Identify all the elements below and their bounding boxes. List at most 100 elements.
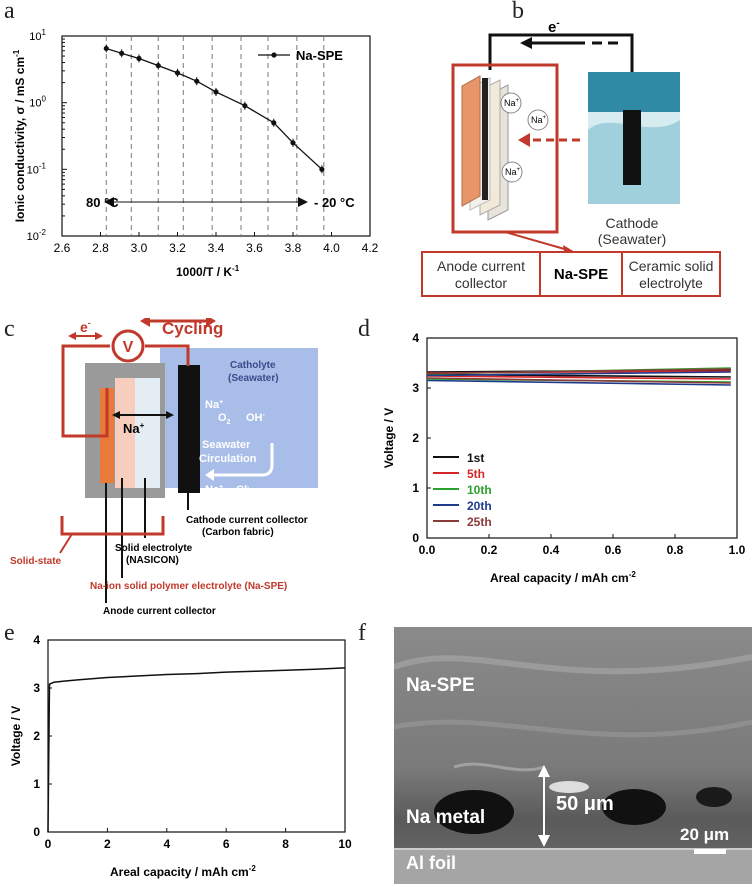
diagram-b: e- Na+ Na+ Na+ Cathode (Seawater) Anode … — [421, 18, 721, 297]
chart-e: 0 2 4 6 8 10 0 1 2 3 4 Areal capacity / mAh cm-2 Vol… — [9, 633, 352, 879]
catholyte-na: Na+ — [205, 399, 223, 411]
ytick-label-a-1: 10-1 — [27, 161, 47, 176]
y-axis-label-a: Ionic conductivity, σ / mS cm-1 — [12, 49, 27, 222]
x-axis-label-a: 1000/T / K-1 — [176, 264, 240, 279]
electron-arrowhead-c-left — [68, 332, 76, 340]
catholyte-cl: Cl- — [236, 484, 250, 496]
panel-label-b: b — [512, 0, 524, 24]
sem-texture — [394, 627, 752, 884]
data-point-na-spe — [271, 120, 277, 126]
xtick-label-d-1: 0.2 — [481, 543, 498, 557]
na-arrowhead-left — [112, 411, 120, 419]
na-ion-label-c: Na+ — [123, 421, 145, 436]
circulation-label: Seawater — [202, 439, 251, 451]
temp-arrowhead-left — [104, 197, 114, 207]
data-point-na-spe — [174, 70, 181, 76]
temp-label-left: 80 °C — [86, 195, 119, 210]
series-discharge-25th — [426, 377, 731, 384]
na-metal-layer — [482, 78, 488, 200]
xtick-label-a-4: 3.4 — [208, 241, 225, 255]
cycling-label: Cycling — [162, 319, 223, 338]
na-ion-label-3: Na+ — [505, 167, 521, 177]
anode-collector — [461, 75, 481, 207]
temp-label-right: - 20 °C — [314, 195, 355, 210]
voltmeter — [111, 329, 145, 363]
legend-box-spe — [539, 251, 623, 297]
ytick-label-d-3: 3 — [412, 381, 419, 395]
data-point-na-spe — [213, 89, 219, 95]
data-point-na-spe — [103, 45, 109, 52]
circulation-arrowhead — [205, 469, 214, 481]
electron-arrowhead-c-right — [95, 332, 103, 340]
cathode-fabric — [623, 110, 641, 185]
legend-label-1st: 1st — [467, 451, 484, 465]
cathode-sublabel: (Seawater) — [598, 231, 666, 247]
ytick-label-d-4: 4 — [412, 331, 419, 345]
ytick-label-e-2: 2 — [33, 729, 40, 743]
xtick-label-a-7: 4.0 — [323, 241, 340, 255]
xtick-label-e-5: 10 — [338, 837, 352, 851]
xtick-label-a-8: 4.2 — [362, 241, 379, 255]
chart-a: 2.6 2.8 3.0 3.2 3.4 3.6 3.8 4.0 4.2 10-2 10-1 100 10… — [12, 28, 379, 279]
label-scalebar: 20 μm — [680, 825, 730, 844]
void-3 — [696, 787, 732, 807]
void-1 — [434, 790, 514, 834]
right-wire — [145, 344, 190, 366]
xtick-label-e-1: 2 — [104, 837, 111, 851]
ytick-label-e-0: 0 — [33, 825, 40, 839]
series-line-na-spe — [106, 47, 323, 170]
catholyte-na-2: Na+ — [205, 484, 223, 496]
xtick-label-a-5: 3.6 — [246, 241, 263, 255]
ytick-label-a-0: 10-2 — [27, 228, 47, 243]
na-ion-1 — [500, 92, 522, 114]
xtick-label-e-0: 0 — [45, 837, 52, 851]
legend-label-a: Na-SPE — [296, 48, 343, 63]
pointer-line — [504, 231, 569, 251]
series-discharge-20th — [426, 379, 731, 386]
seawater-top — [588, 72, 680, 112]
solid-state-label: Solid-state — [10, 556, 62, 567]
cycling-arrowhead-right — [206, 318, 216, 327]
legend-ceramic-1: Ceramic solid — [629, 258, 714, 274]
xtick-label-e-2: 4 — [163, 837, 170, 851]
plot-frame-e — [47, 639, 346, 833]
na-flow-arrowhead — [518, 133, 530, 147]
legend-ceramic-2: electrolyte — [639, 275, 703, 291]
ytick-label-a-2: 100 — [29, 95, 46, 110]
chart-d: 0.0 0.2 0.4 0.6 0.8 1.0 0 1 2 3 4 1st 5th 10th 20th 25t… — [382, 331, 745, 585]
circulation-arrow — [212, 443, 274, 477]
data-point-na-spe — [119, 50, 125, 56]
catholyte-h2o: H2O — [208, 497, 229, 511]
xtick-label-a-1: 2.8 — [92, 241, 109, 255]
series-line-e — [47, 667, 346, 833]
cycling-arrowhead-left — [140, 318, 150, 327]
anode-cc-label: Anode current collector — [103, 606, 216, 617]
left-wire — [61, 344, 110, 438]
xtick-label-a-6: 3.8 — [285, 241, 302, 255]
ytick-label-d-0: 0 — [412, 531, 419, 545]
legend-anode-1: Anode current — [437, 258, 525, 274]
y-axis-label-d: Voltage / V — [382, 408, 396, 468]
sem-image: Na-SPE Na metal Al foil 50 μm 20 μm — [394, 627, 752, 884]
circulation-sublabel: Circulation — [199, 453, 257, 465]
y-axis-label-e: Voltage / V — [9, 706, 23, 766]
thickness-arrowhead-bottom — [538, 835, 550, 847]
legend-anode-2: collector — [455, 275, 507, 291]
xtick-label-e-4: 8 — [282, 837, 289, 851]
voltmeter-label: V — [123, 339, 134, 356]
cathode-label: Cathode — [606, 215, 659, 231]
xtick-label-d-5: 1.0 — [729, 543, 745, 557]
legend-label-20th: 20th — [467, 499, 492, 513]
cathode-cc-label: Cathode current collector — [186, 515, 308, 526]
na-spe-full-label: Na-ion solid polymer electrolyte (Na-SPE… — [90, 581, 287, 592]
label-thickness: 50 μm — [556, 793, 614, 815]
panel-label-a: a — [4, 0, 15, 24]
legend-marker-a — [271, 52, 277, 58]
label-na-metal: Na metal — [406, 807, 486, 828]
solid-state-bracket — [60, 516, 165, 536]
na-ion-label-2: Na+ — [531, 115, 547, 125]
data-point-na-spe — [194, 78, 200, 84]
na-arrowhead-right — [166, 411, 174, 419]
ytick-label-d-1: 1 — [412, 481, 419, 495]
diagram-c: Catholyte (Seawater) V e- Cycling Na+ Na… — [10, 318, 318, 617]
